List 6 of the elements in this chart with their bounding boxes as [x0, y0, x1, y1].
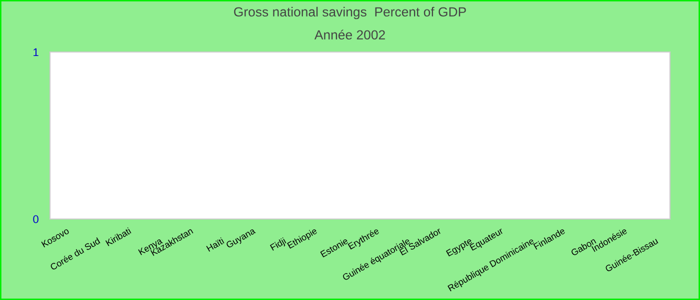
chart-subtitle: Année 2002: [314, 30, 385, 40]
y-tick-label: 1: [34, 48, 38, 56]
x-tick-label: Fidji: [270, 237, 288, 252]
y-tick-label: 0: [33, 215, 38, 224]
chart-title: Gross national savings Percent of GDP: [234, 6, 466, 20]
x-tick-label: Haïti: [206, 237, 224, 252]
